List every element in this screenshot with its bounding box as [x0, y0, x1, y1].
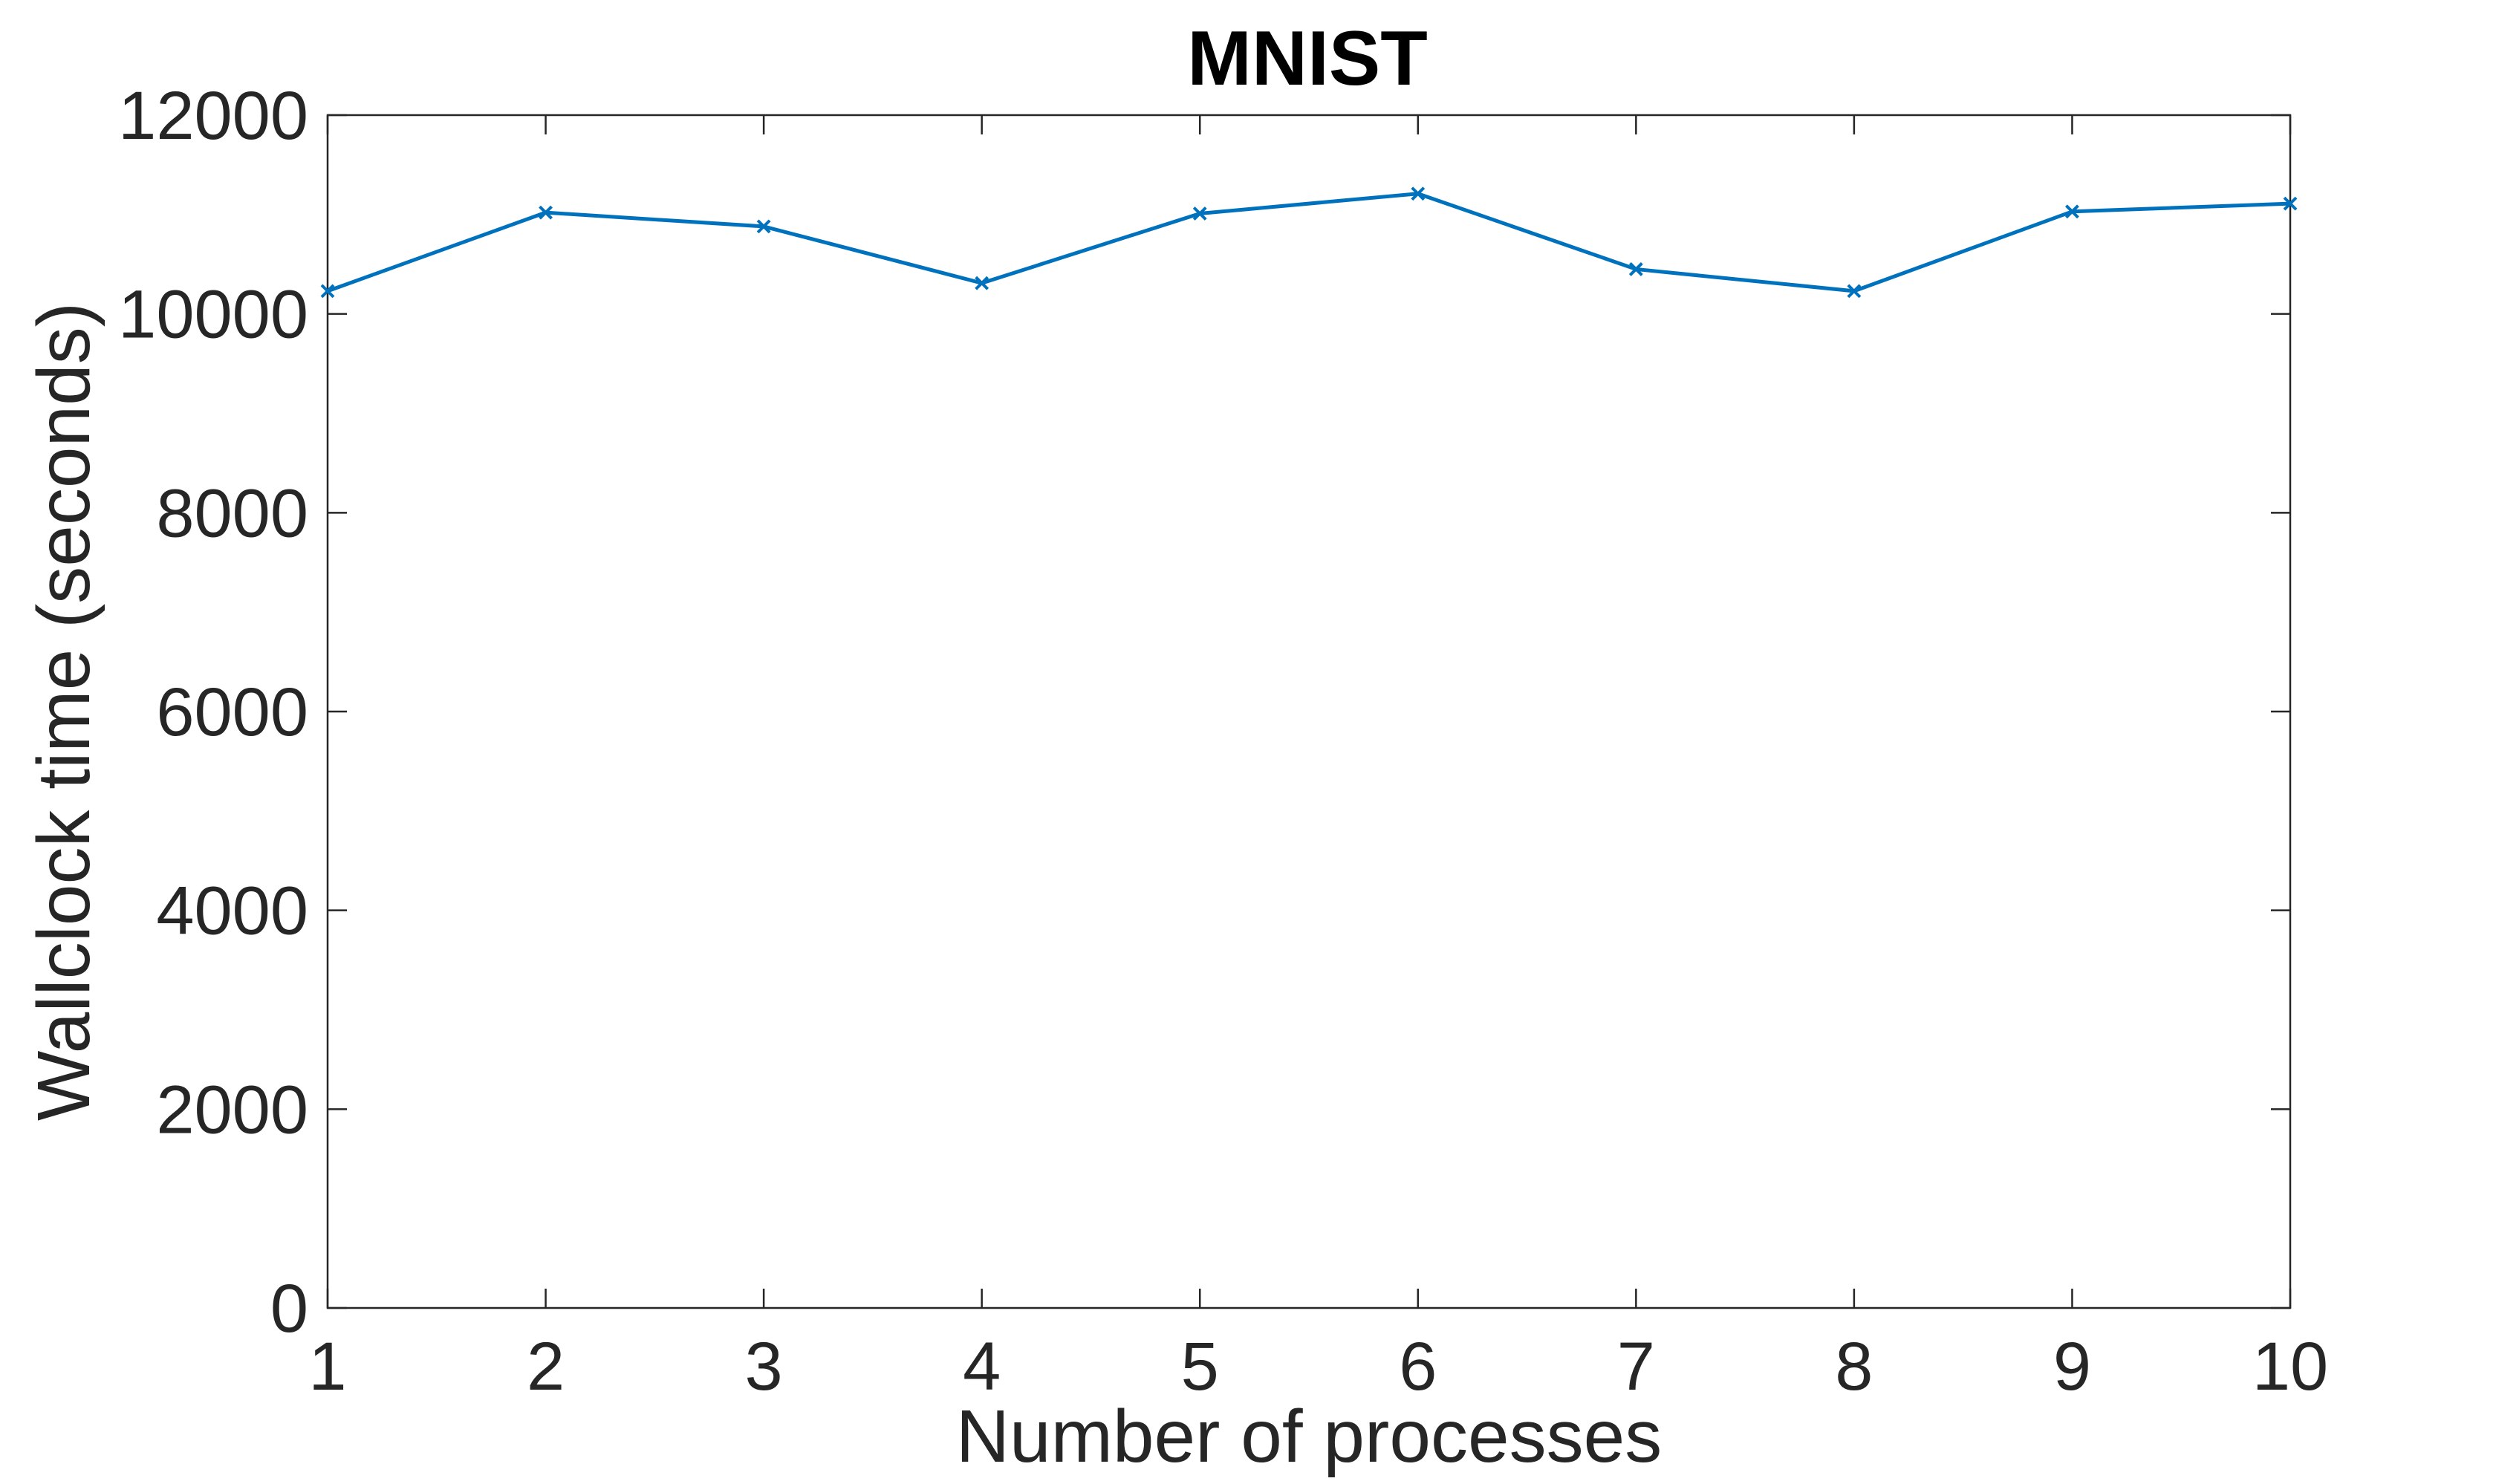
marker-stroke — [1628, 262, 1643, 276]
data-point-marker — [1847, 284, 1862, 299]
series-line — [327, 192, 2291, 293]
x-tick-label: 8 — [1835, 1329, 1873, 1405]
data-point-marker — [2283, 196, 2298, 211]
x-tick-label: 6 — [1399, 1329, 1437, 1405]
marker-stroke — [975, 276, 989, 290]
series-layer — [320, 186, 2298, 299]
data-point-marker — [975, 276, 989, 290]
data-point-marker — [1628, 262, 1643, 276]
x-tick-label: 4 — [963, 1329, 1001, 1405]
y-tick-label: 4000 — [156, 873, 308, 949]
data-point-marker — [2065, 204, 2079, 219]
x-axis: 1 2 3 4 5 6 7 8 9 10 — [308, 115, 2328, 1405]
x-axis-label: Number of processes — [956, 1395, 1662, 1478]
y-tick-label: 0 — [270, 1271, 308, 1347]
y-tick-label: 12000 — [118, 78, 308, 154]
marker-stroke — [1192, 206, 1207, 221]
x-tick-label: 3 — [745, 1329, 783, 1405]
plot-area-frame — [326, 114, 2292, 1309]
marker-stroke — [1411, 186, 1426, 201]
x-tick-label: 2 — [527, 1329, 565, 1405]
chart-title: MNIST — [1187, 16, 1428, 102]
data-point-marker — [756, 219, 771, 234]
marker-stroke — [1847, 284, 1862, 299]
y-tick-label: 10000 — [118, 277, 308, 353]
x-tick-label: 5 — [1181, 1329, 1219, 1405]
x-tick-label: 7 — [1617, 1329, 1655, 1405]
y-axis-label: Wallclock time (seconds) — [22, 302, 105, 1121]
data-point-marker — [539, 205, 553, 220]
y-tick-label: 6000 — [156, 674, 308, 750]
marker-stroke — [539, 205, 553, 220]
y-tick-label: 8000 — [156, 475, 308, 551]
y-axis: 0 2000 4000 6000 8000 10000 12000 — [118, 78, 2290, 1347]
data-point-marker — [1192, 206, 1207, 221]
data-point-marker — [1411, 186, 1426, 201]
data-point-marker — [320, 284, 335, 299]
marker-stroke — [2065, 204, 2079, 219]
marker-stroke — [2283, 196, 2298, 211]
x-tick-label: 1 — [308, 1329, 346, 1405]
x-tick-label: 9 — [2053, 1329, 2091, 1405]
x-tick-label: 10 — [2252, 1329, 2328, 1405]
marker-stroke — [756, 219, 771, 234]
y-tick-label: 2000 — [156, 1072, 308, 1148]
marker-stroke — [320, 284, 335, 299]
